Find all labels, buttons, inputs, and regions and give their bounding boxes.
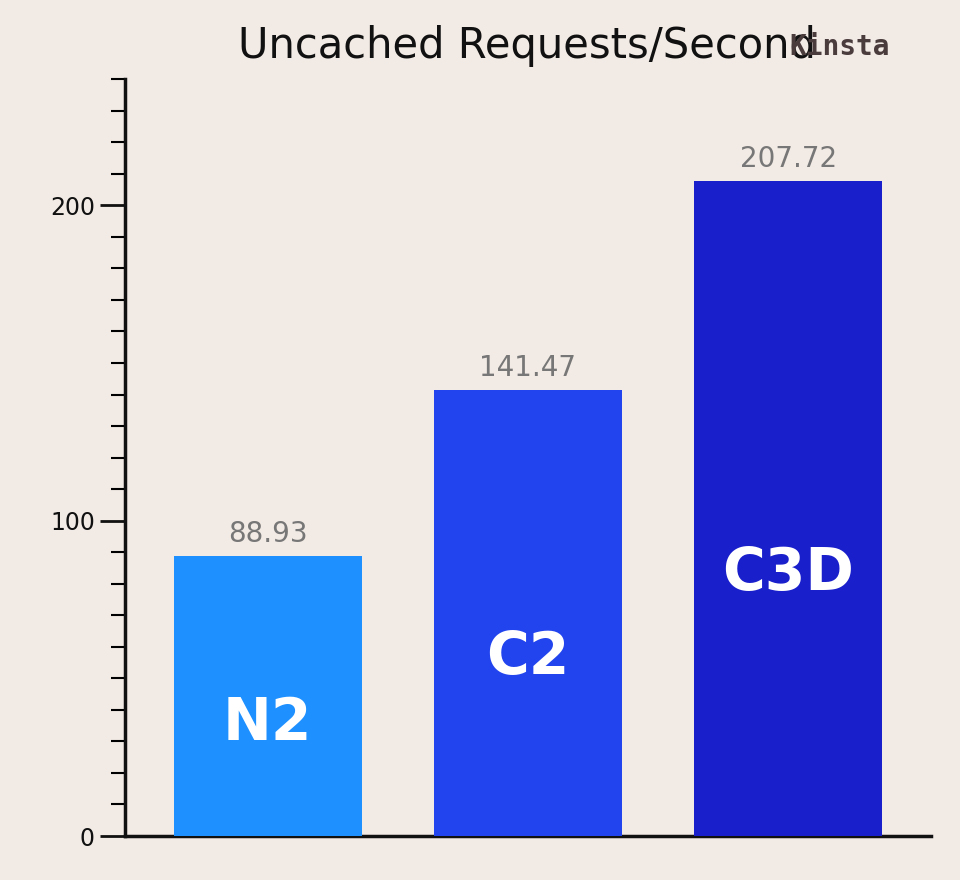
Text: C3D: C3D xyxy=(722,546,854,603)
Bar xyxy=(694,181,882,836)
Text: Uncached Requests/Second: Uncached Requests/Second xyxy=(238,26,816,68)
Text: 88.93: 88.93 xyxy=(228,520,308,547)
Text: N2: N2 xyxy=(223,695,313,752)
Bar xyxy=(434,390,622,836)
Text: 207.72: 207.72 xyxy=(739,145,837,173)
Text: Kinsta: Kinsta xyxy=(790,33,890,62)
Bar xyxy=(174,555,362,836)
Text: C2: C2 xyxy=(487,629,569,686)
Text: 141.47: 141.47 xyxy=(479,354,577,382)
